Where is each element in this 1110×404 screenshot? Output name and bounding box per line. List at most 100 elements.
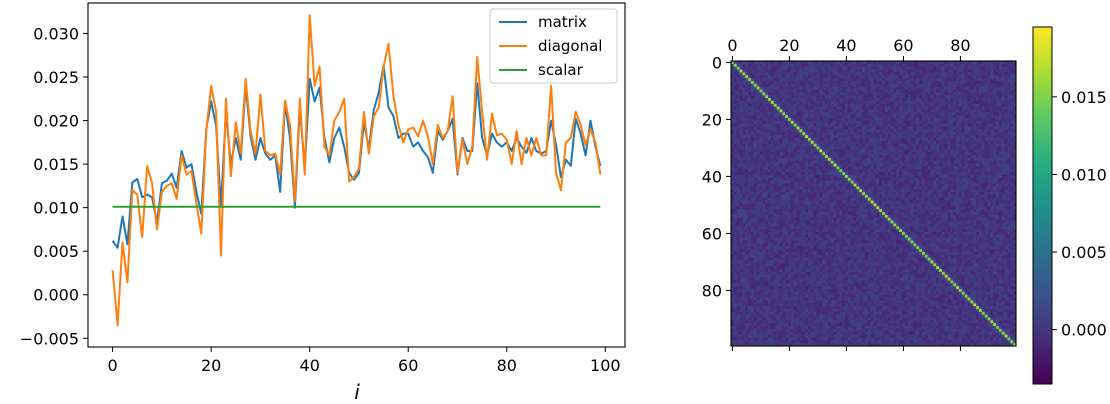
heatmap-cell: [748, 192, 751, 195]
heatmap-cell: [887, 95, 891, 99]
heatmap-cell: [768, 194, 771, 198]
heatmap-cell: [887, 106, 891, 110]
heatmap-cell: [739, 140, 743, 144]
heatmap-cell: [899, 112, 903, 116]
heatmap-cell: [750, 126, 754, 130]
heatmap-cell: [756, 189, 760, 193]
heatmap-cell: [978, 175, 982, 178]
heatmap-cell: [941, 163, 945, 167]
heatmap-cell: [884, 95, 888, 99]
heatmap-cell: [941, 186, 945, 190]
heatmap-cell: [813, 135, 817, 138]
heatmap-cell: [870, 86, 874, 90]
heatmap-cell: [822, 80, 826, 84]
heatmap-cell: [836, 180, 840, 184]
heatmap-cell: [1004, 140, 1008, 144]
heatmap-cell: [779, 100, 783, 104]
heatmap-cell: [733, 177, 737, 181]
heatmap-cell: [759, 192, 763, 195]
heatmap-cell: [867, 83, 871, 87]
heatmap-cell: [870, 80, 874, 84]
heatmap-cell: [870, 137, 874, 141]
heatmap-cell: [916, 61, 920, 64]
heatmap-cell: [768, 118, 771, 121]
heatmap-cell: [745, 146, 749, 150]
heatmap-cell: [910, 132, 914, 136]
heatmap-cell: [750, 135, 754, 138]
heatmap-cell: [956, 197, 960, 201]
heatmap-cell: [756, 175, 760, 178]
heatmap-cell: [870, 175, 874, 178]
heatmap-cell: [745, 186, 749, 190]
heatmap-cell: [882, 61, 885, 64]
heatmap-cell: [882, 78, 885, 81]
heatmap-cell: [981, 83, 985, 87]
heatmap-cell: [819, 160, 823, 164]
heatmap-cell: [933, 152, 937, 156]
heatmap-cell: [899, 137, 903, 141]
heatmap-cell: [793, 103, 797, 107]
heatmap-cell: [1001, 172, 1005, 176]
heatmap-cell: [745, 163, 749, 167]
heatmap-cell: [913, 80, 917, 84]
heatmap-cell: [896, 66, 900, 70]
heatmap-cell: [833, 183, 837, 187]
heatmap-cell: [819, 92, 823, 96]
heatmap-cell: [993, 186, 997, 190]
heatmap-cell: [836, 72, 840, 76]
heatmap-cell: [765, 83, 769, 87]
heatmap-cell: [882, 146, 885, 150]
heatmap-cell: [785, 92, 789, 96]
heatmap-cell: [873, 137, 877, 141]
heatmap-cell: [902, 192, 905, 195]
heatmap-cell: [939, 126, 942, 130]
heatmap-cell: [921, 75, 925, 79]
heatmap-cell: [941, 80, 945, 84]
heatmap-cell: [756, 140, 760, 144]
heatmap-cell: [785, 143, 789, 147]
heatmap-cell: [964, 152, 968, 156]
heatmap-cell: [953, 86, 957, 90]
heatmap-cell: [847, 63, 851, 67]
heatmap-cell: [944, 123, 948, 127]
heatmap-cell: [950, 98, 954, 101]
heatmap-cell: [839, 186, 843, 190]
heatmap-cell: [748, 160, 751, 164]
heatmap-cell: [913, 149, 917, 153]
heatmap-cell: [793, 177, 797, 181]
heatmap-cell: [742, 135, 746, 138]
heatmap-cell: [899, 200, 903, 204]
heatmap-cell: [825, 189, 828, 193]
heatmap-cell: [978, 100, 982, 104]
heatmap-cell: [1001, 186, 1005, 190]
heatmap-cell: [882, 189, 885, 193]
heatmap-cell: [961, 75, 965, 79]
heatmap-cell: [836, 140, 840, 144]
heatmap-cell: [924, 177, 928, 181]
heatmap-cell: [978, 149, 982, 153]
heatmap-cell: [748, 100, 751, 104]
heatmap-cell: [847, 123, 851, 127]
heatmap-cell: [876, 177, 880, 181]
heatmap-cell: [919, 109, 922, 113]
heatmap-cell: [876, 146, 880, 150]
heatmap-cell: [876, 183, 880, 187]
heatmap-cell: [893, 118, 897, 121]
heatmap-cell: [884, 137, 888, 141]
heatmap-cell: [896, 112, 900, 116]
heatmap-cell: [731, 100, 734, 104]
heatmap-cell: [950, 72, 954, 76]
heatmap-cell: [913, 157, 917, 161]
heatmap-cell: [879, 169, 883, 173]
heatmap-cell: [739, 89, 743, 93]
heatmap-cell: [762, 152, 766, 156]
heatmap-cell: [736, 169, 740, 173]
heatmap-cell: [790, 92, 794, 96]
heatmap-cell: [776, 72, 780, 76]
heatmap-cell: [944, 177, 948, 181]
heatmap-cell: [916, 197, 920, 201]
heatmap-cell: [805, 155, 808, 158]
heatmap-cell: [1007, 152, 1011, 156]
heatmap-cell: [913, 112, 917, 116]
heatmap-cell: [916, 146, 920, 150]
